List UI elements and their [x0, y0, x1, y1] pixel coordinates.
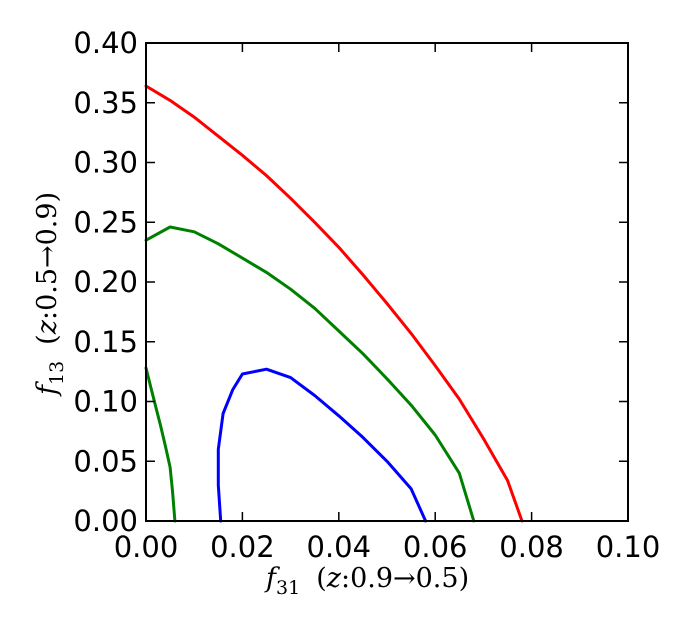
x-tick-label-4: 0.08 [499, 530, 564, 564]
series-line-0 [144, 84, 524, 523]
y-tick-label-3: 0.15 [73, 325, 138, 359]
y-axis-label-sub: 13 [46, 361, 68, 385]
x-tick-label-1: 0.02 [210, 530, 275, 564]
curves-layer [144, 84, 524, 523]
x-tick-label-2: 0.04 [307, 530, 372, 564]
x-tick-label-3: 0.06 [403, 530, 468, 564]
y-tick-label-5: 0.25 [73, 205, 138, 239]
series-line-1 [144, 225, 476, 523]
y-axis-label-group: f13(z:0.5→0.9) [32, 192, 68, 397]
y-axis-label-note-open: ( [32, 334, 63, 345]
y-tick-label-6: 0.30 [73, 146, 138, 180]
y-tick-label-0: 0.00 [73, 504, 138, 538]
y-tick-label-2: 0.10 [73, 385, 138, 419]
x-axis-label-note-open: ( [316, 563, 327, 594]
y-axis-label-note-var: z [32, 319, 63, 335]
x-axis-label-sub: 31 [276, 577, 300, 599]
y-tick-label-1: 0.05 [73, 444, 138, 478]
x-tick-label-5: 0.10 [596, 530, 661, 564]
ticks-layer [145, 42, 629, 522]
y-tick-label-7: 0.35 [73, 86, 138, 120]
series-line-3 [216, 367, 428, 523]
y-axis-label: f13(z:0.5→0.9) [32, 192, 68, 397]
x-axis-label-note-var: z [326, 563, 342, 594]
x-axis-label: f31 (z:0.9→0.5) [264, 563, 469, 599]
x-tick-label-0: 0.00 [114, 530, 179, 564]
y-tick-label-4: 0.20 [73, 265, 138, 299]
x-axis-label-note-rest: :0.9→0.5) [341, 563, 469, 594]
tick-labels-layer: 0.00 0.02 0.04 0.06 0.08 0.10 0.00 0.05 0.10 0.15… [73, 26, 660, 564]
series-line-2 [144, 366, 177, 523]
y-axis-label-note-rest: :0.5→0.9) [32, 192, 63, 320]
y-tick-label-8: 0.40 [73, 26, 138, 60]
